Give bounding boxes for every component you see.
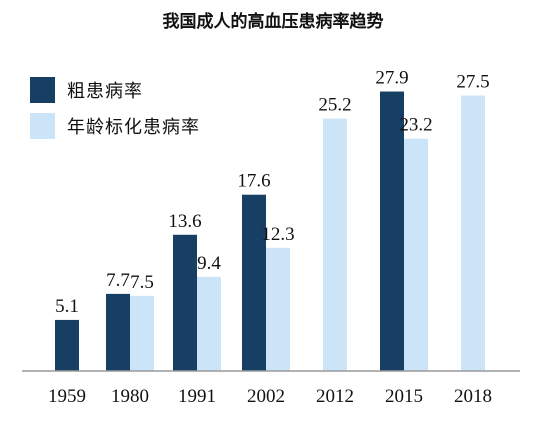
x-tick-label-2018: 2018 [454, 386, 492, 407]
data-label-age-standardized-2002: 12.3 [261, 224, 294, 245]
legend-swatch-crude [30, 77, 55, 103]
legend-label-age-standardized: 年龄标化患病率 [67, 117, 200, 138]
bar-crude-1959 [55, 319, 79, 371]
data-label-age-standardized-2018: 27.5 [456, 72, 489, 93]
bar-crude-2002 [242, 194, 266, 371]
data-label-age-standardized-2015: 23.2 [399, 115, 432, 136]
data-label-age-standardized-1980: 7.5 [130, 272, 154, 293]
data-label-crude-1991: 13.6 [168, 211, 201, 232]
data-label-age-standardized-1991: 9.4 [197, 253, 221, 274]
x-tick-label-1959: 1959 [48, 386, 86, 407]
bar-age-standardized-1980 [130, 295, 154, 371]
legend-swatch-age-standardized [30, 113, 55, 139]
legend-item-crude: 粗患病率 [30, 77, 200, 103]
bar-age-standardized-2012 [323, 118, 347, 371]
data-label-crude-2002: 17.6 [237, 171, 270, 192]
data-label-crude-2015: 27.9 [375, 68, 408, 89]
x-tick-label-2002: 2002 [247, 386, 285, 407]
bar-crude-1980 [106, 293, 130, 371]
bar-crude-1991 [173, 234, 197, 371]
bar-crude-2015 [380, 91, 404, 372]
bar-age-standardized-2015 [404, 138, 428, 371]
data-label-crude-1959: 5.1 [55, 296, 79, 317]
x-tick-label-1980: 1980 [111, 386, 149, 407]
legend-item-age-standardized: 年龄标化患病率 [30, 113, 200, 139]
legend-label-crude: 粗患病率 [67, 81, 143, 102]
bar-age-standardized-2002 [266, 247, 290, 371]
bar-age-standardized-2018 [461, 95, 485, 371]
legend: 粗患病率 年龄标化患病率 [30, 77, 200, 149]
x-tick-label-1991: 1991 [178, 386, 216, 407]
x-tick-label-2015: 2015 [385, 386, 423, 407]
chart-title: 我国成人的高血压患病率趋势 [162, 12, 384, 32]
data-label-crude-1980: 7.7 [106, 270, 130, 291]
data-label-age-standardized-2012: 25.2 [318, 95, 351, 116]
x-tick-label-2012: 2012 [316, 386, 354, 407]
bar-age-standardized-1991 [197, 276, 221, 371]
